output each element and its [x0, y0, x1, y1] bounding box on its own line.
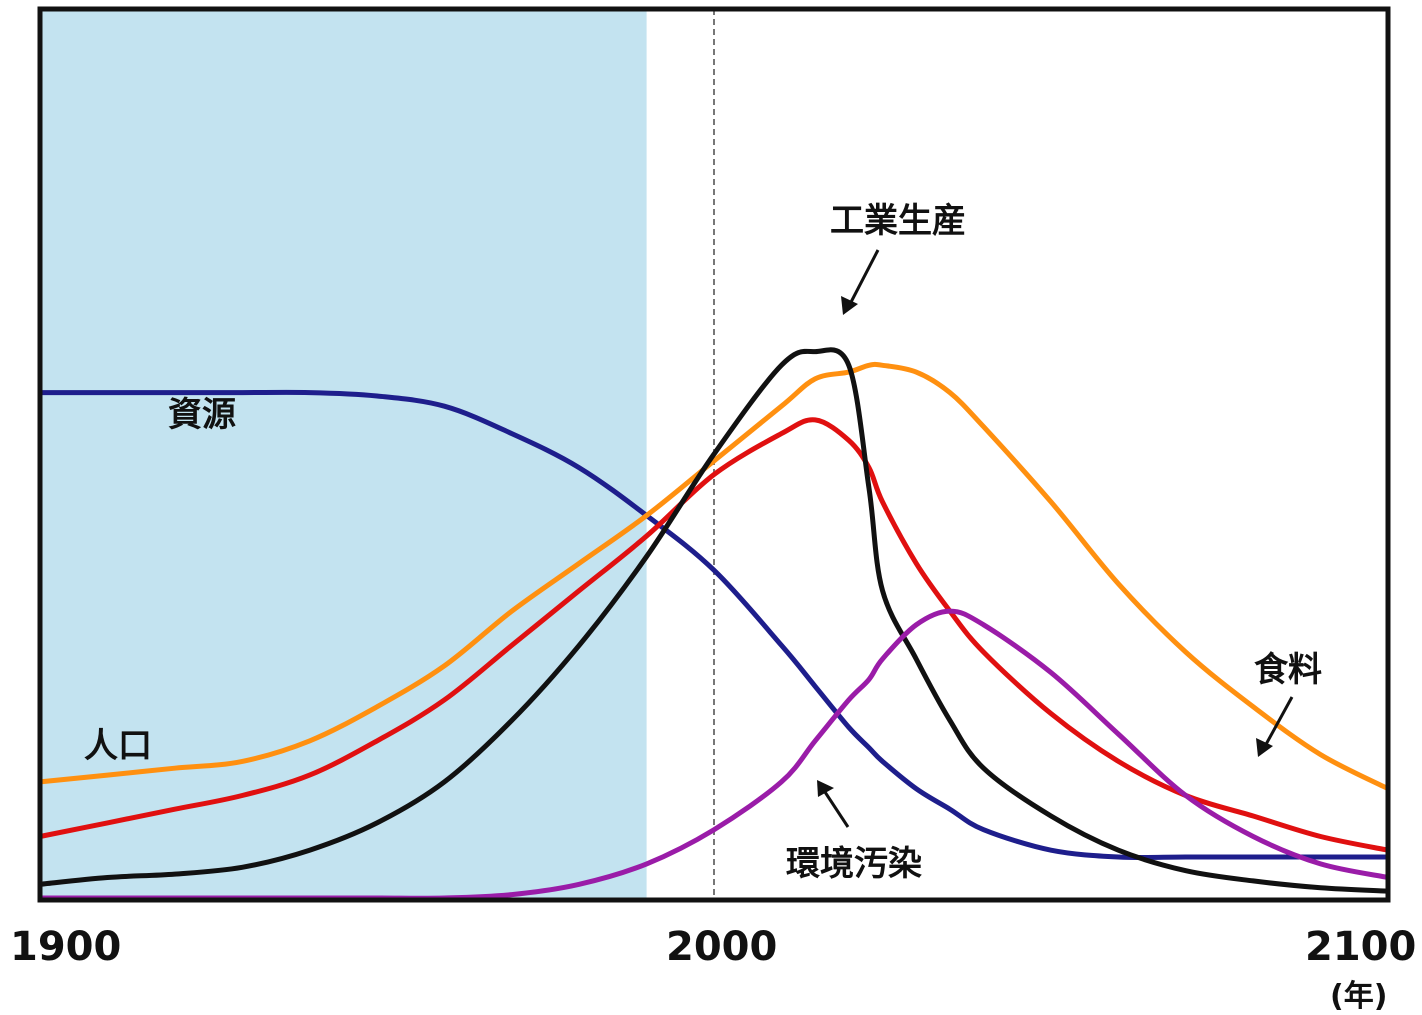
historical-shaded-region [40, 9, 647, 898]
label-shokuryo: 食料 [1254, 650, 1322, 690]
series-line-0 [37, 389, 1391, 861]
label-jinko: 人口 [84, 726, 152, 766]
x-unit-label: (年) [1330, 979, 1387, 1014]
x-tick-2100: 2100 [1305, 924, 1416, 970]
label-shigen: 資源 [168, 395, 236, 435]
plot-frame [37, 6, 1391, 903]
label-kankyo-osen: 環境汚染 [786, 844, 922, 884]
arrow-kogyo-seisan [841, 249, 880, 315]
arrow-shokuryo [1256, 696, 1294, 757]
arrow-kankyo-osen [817, 780, 850, 828]
x-tick-1900: 1900 [10, 924, 121, 970]
series-line-2 [37, 417, 1391, 853]
x-tick-2000: 2000 [666, 924, 777, 970]
series-line-1 [37, 361, 1391, 792]
series-line-3 [37, 347, 1391, 894]
label-kogyo-seisan: 工業生産 [830, 201, 966, 241]
